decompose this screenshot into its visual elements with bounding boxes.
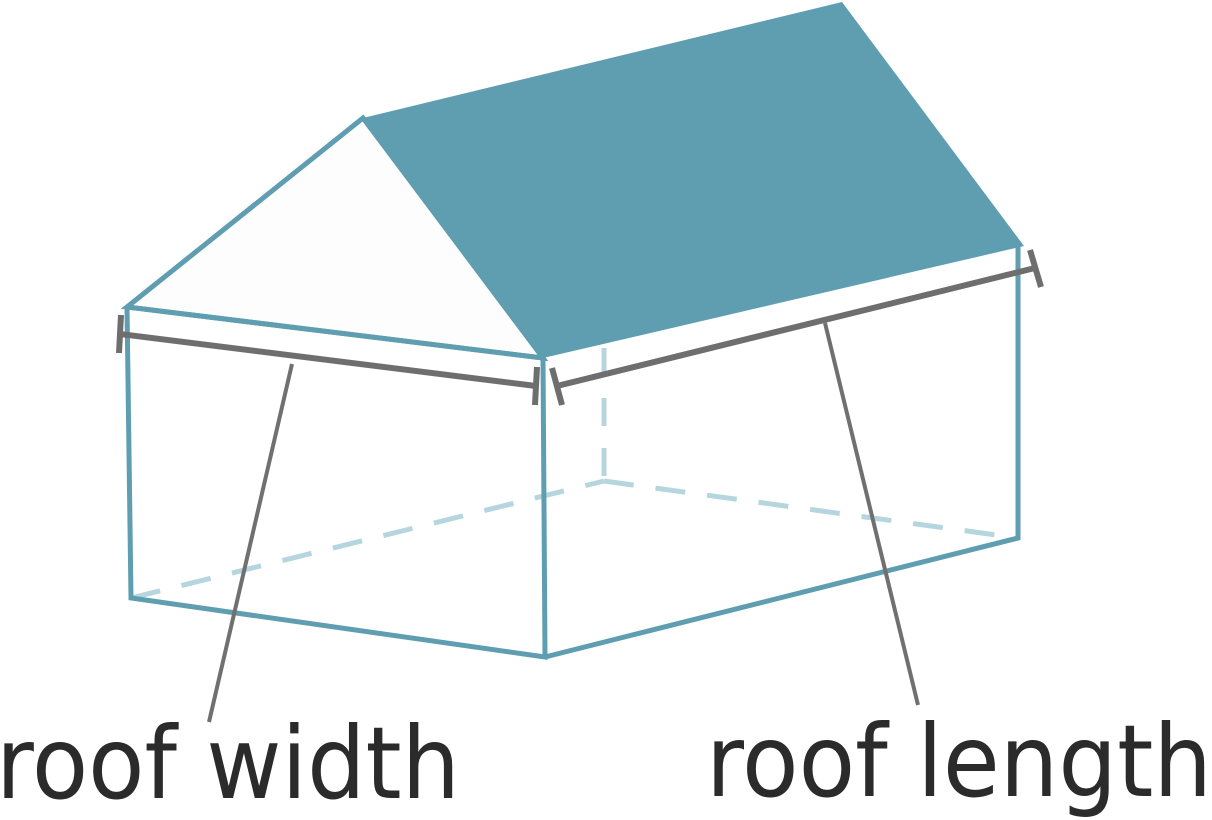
width-dimension-cap-left <box>116 314 124 354</box>
width-dimension-cap-right <box>532 366 540 406</box>
width-dimension-line <box>119 331 537 389</box>
hidden-edge-back-floor <box>603 478 1019 541</box>
house-walls <box>124 246 1021 660</box>
length-dimension-cap-left <box>549 367 565 406</box>
width-dimension <box>116 314 540 406</box>
hidden-edges <box>130 348 1019 601</box>
length-dimension-line <box>556 265 1036 389</box>
length-dimension <box>549 249 1044 406</box>
roof-width-label: roof width <box>0 705 460 820</box>
roof-plane <box>363 2 1024 358</box>
leader-lines <box>207 322 920 723</box>
roof-length-label: roof length <box>706 703 1212 820</box>
width-leader-line <box>207 363 294 723</box>
side-wall-outline <box>544 246 1021 660</box>
length-dimension-cap-right <box>1027 249 1044 288</box>
length-leader-line <box>823 322 920 706</box>
hidden-edge-left-floor <box>130 478 605 601</box>
